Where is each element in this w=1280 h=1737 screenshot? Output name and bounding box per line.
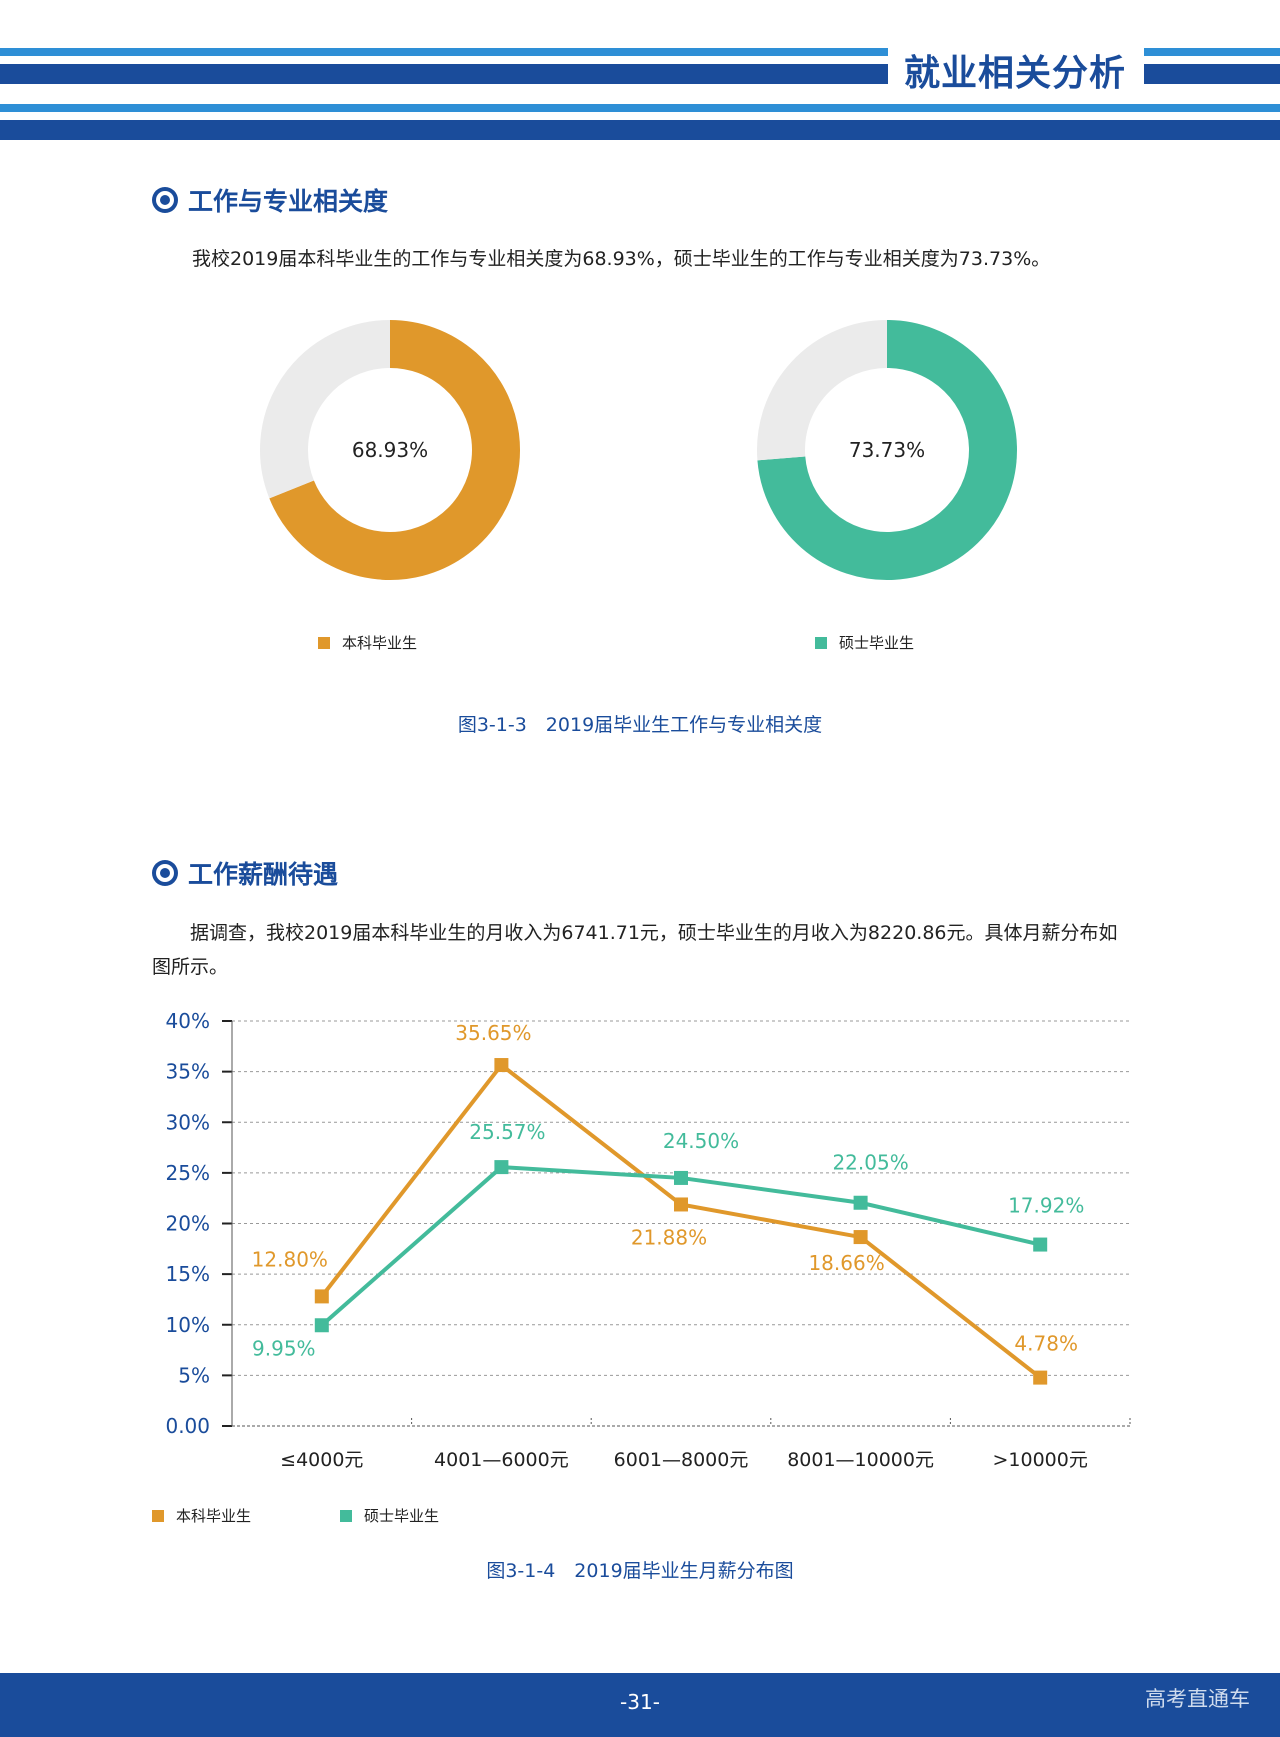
- series-point: [314, 1318, 329, 1333]
- series-point: [494, 1160, 509, 1175]
- data-label: 35.65%: [455, 1021, 531, 1045]
- series-point: [1033, 1237, 1048, 1252]
- y-tick-label: 25%: [166, 1161, 210, 1185]
- page-number: -31-: [620, 1690, 660, 1714]
- data-label: 21.88%: [631, 1225, 707, 1249]
- series-point: [1033, 1370, 1048, 1385]
- donut-slice-value: [757, 320, 1017, 580]
- y-tick-label: 5%: [178, 1363, 210, 1387]
- series-point: [853, 1230, 868, 1245]
- legend-swatch: [152, 1509, 164, 1522]
- header-stripe-light-3: [0, 104, 1280, 112]
- y-tick-label: 15%: [166, 1262, 210, 1286]
- figure-caption: 图3-1-4 2019届毕业生月薪分布图: [486, 1560, 794, 1582]
- y-tick-label: 20%: [166, 1212, 210, 1236]
- emblem-icon: [152, 860, 178, 886]
- legend-swatch: [318, 636, 330, 649]
- header-stripe-light-1: [0, 48, 888, 56]
- header-stripe-light-2: [1144, 48, 1280, 56]
- paragraph-line: 图所示。: [152, 956, 229, 978]
- brand-label: 高考直通车: [1145, 1687, 1250, 1711]
- donut-slice-value: [269, 320, 520, 580]
- section-paragraph: 据调查，我校2019届本科毕业生的月收入为6741.71元，硕士毕业生的月收入为…: [152, 916, 1152, 984]
- x-tick-label: 8001—10000元: [787, 1449, 934, 1470]
- data-label: 4.78%: [1014, 1332, 1078, 1356]
- y-tick-label: 40%: [166, 1009, 210, 1033]
- section-heading-salary: 工作薪酬待遇: [152, 855, 338, 891]
- section-heading-relevance: 工作与专业相关度: [152, 182, 388, 218]
- series-point: [674, 1170, 688, 1185]
- series-point: [674, 1197, 688, 1212]
- legend-label: 本科毕业生: [342, 634, 418, 652]
- data-label: 12.80%: [252, 1247, 328, 1271]
- series-point: [494, 1058, 509, 1073]
- section-title: 工作与专业相关度: [188, 187, 389, 216]
- x-tick-label: 4001—6000元: [434, 1449, 569, 1470]
- donut-slice-remainder: [260, 320, 391, 499]
- y-tick-label: 10%: [166, 1313, 210, 1337]
- legend-label: 硕士毕业生: [364, 1507, 440, 1525]
- y-tick-label: 35%: [166, 1060, 210, 1084]
- header-title: 就业相关分析: [904, 53, 1127, 94]
- data-label: 18.66%: [808, 1251, 884, 1275]
- legend-master: 硕士毕业生: [815, 632, 914, 653]
- legend-undergrad: 本科毕业生: [318, 632, 417, 653]
- section-title: 工作薪酬待遇: [188, 860, 339, 889]
- donut-slice-remainder: [757, 320, 888, 461]
- y-tick-label: 30%: [166, 1110, 210, 1134]
- legend-swatch: [815, 636, 827, 649]
- data-label: 25.57%: [469, 1120, 545, 1144]
- donut-center-label: 73.73%: [849, 438, 925, 462]
- data-label: 17.92%: [1008, 1194, 1084, 1218]
- legend-label: 本科毕业生: [176, 1507, 252, 1525]
- data-label: 24.50%: [663, 1129, 739, 1153]
- legend-swatch: [340, 1509, 352, 1522]
- donut-center-label: 68.93%: [352, 438, 428, 462]
- header-stripe-dark-2: [1144, 64, 1280, 84]
- legend-master: 硕士毕业生: [340, 1505, 439, 1526]
- legend-label: 硕士毕业生: [839, 634, 915, 652]
- series-point: [314, 1289, 329, 1304]
- figure-caption: 图3-1-3 2019届毕业生工作与专业相关度: [457, 714, 823, 736]
- legend-undergrad: 本科毕业生: [152, 1505, 251, 1526]
- footer-bar: [0, 1673, 1280, 1737]
- y-tick-label: 0.00: [165, 1414, 210, 1438]
- section-paragraph: 我校2019届本科毕业生的工作与专业相关度为68.93%，硕士毕业生的工作与专业…: [192, 248, 1051, 270]
- x-tick-label: 6001—8000元: [614, 1449, 749, 1470]
- salary-line-chart: 0.00 5% 10% 15% 20% 25% 30% 35% 40% ≤4000元 4001—60…: [165, 1009, 1131, 1470]
- paragraph-line: 据调查，我校2019届本科毕业生的月收入为6741.71元，硕士毕业生的月收入为…: [190, 922, 1118, 944]
- donut-chart-master: 73.73%: [757, 320, 1017, 580]
- x-tick-label: >10000元: [993, 1449, 1088, 1470]
- x-tick-label: ≤4000元: [280, 1449, 363, 1470]
- emblem-icon: [152, 187, 178, 213]
- data-label: 9.95%: [252, 1336, 316, 1360]
- data-label: 22.05%: [832, 1151, 908, 1175]
- donut-chart-undergrad: 68.93%: [260, 320, 520, 580]
- header-stripe-dark-1: [0, 64, 888, 84]
- series-point: [853, 1195, 868, 1210]
- header-stripe-dark-3: [0, 120, 1280, 140]
